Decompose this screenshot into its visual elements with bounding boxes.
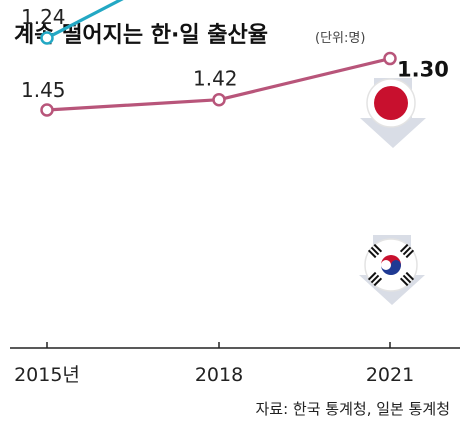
japan-point-2015년 xyxy=(40,103,54,117)
japan-value-label-2015년: 1.45 xyxy=(21,78,66,102)
korea-value-label-2015년: 1.24 xyxy=(21,5,66,29)
japan-value-label-2018: 1.42 xyxy=(193,67,238,91)
japan-point-2018 xyxy=(212,92,226,107)
x-tick-label-2021: 2021 xyxy=(366,364,414,386)
x-axis-ticks: 2015년 2018 2021 xyxy=(14,342,414,386)
korea-flag-icon xyxy=(364,238,418,292)
korea-point-2015년 xyxy=(40,31,54,45)
japan-value-label-2021: 1.30 xyxy=(397,58,449,82)
x-tick-label-2018: 2018 xyxy=(195,364,243,386)
japan-point-2021 xyxy=(383,51,397,66)
x-tick-label-2015년: 2015년 xyxy=(14,364,80,386)
chart-title: 계속 떨어지는 한·일 출산율 xyxy=(14,23,268,48)
source-note: 자료: 한국 통계청, 일본 통계청 xyxy=(256,400,451,418)
series-layer xyxy=(40,0,397,117)
flags-layer xyxy=(359,78,426,305)
japan-flag-icon xyxy=(366,78,416,128)
unit-note: (단위:명) xyxy=(315,31,365,46)
korea-series-line xyxy=(46,0,124,40)
labels-layer: 1.451.421.301.240.980.81 xyxy=(21,5,449,102)
